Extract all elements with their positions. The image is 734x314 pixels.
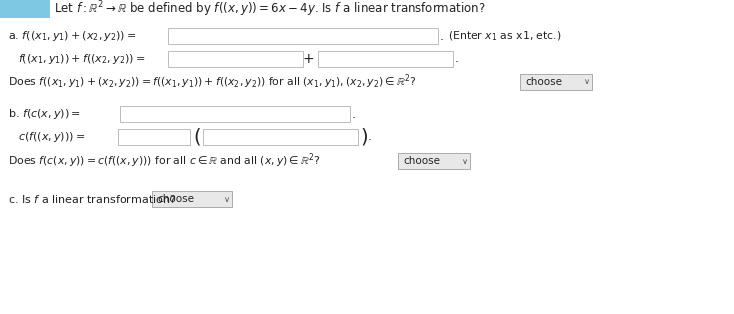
Text: .: .	[455, 52, 459, 66]
FancyBboxPatch shape	[168, 51, 303, 67]
Text: (: (	[193, 127, 200, 147]
Text: choose: choose	[157, 194, 194, 204]
FancyBboxPatch shape	[520, 74, 592, 90]
Text: choose: choose	[525, 77, 562, 87]
FancyBboxPatch shape	[120, 106, 350, 122]
Text: (Enter $x_1$ as x1, etc.): (Enter $x_1$ as x1, etc.)	[448, 29, 562, 43]
Text: Let $f : \mathbb{R}^2 \rightarrow \mathbb{R}$ be defined by $f((x, y)) = 6x - 4y: Let $f : \mathbb{R}^2 \rightarrow \mathb…	[54, 0, 485, 19]
Text: +: +	[302, 52, 314, 66]
Text: $f((x_1, y_1)) + f((x_2, y_2)) =$: $f((x_1, y_1)) + f((x_2, y_2)) =$	[18, 52, 145, 66]
Text: .: .	[440, 30, 444, 42]
Text: a. $f((x_1, y_1) + (x_2, y_2)) =$: a. $f((x_1, y_1) + (x_2, y_2)) =$	[8, 29, 137, 43]
Text: choose: choose	[403, 156, 440, 166]
FancyBboxPatch shape	[0, 0, 50, 18]
Text: ): )	[360, 127, 368, 147]
Text: Does $f(c(x, y)) = c(f((x, y)))$ for all $c \in \mathbb{R}$ and all $(x, y) \in : Does $f(c(x, y)) = c(f((x, y)))$ for all…	[8, 152, 321, 170]
Text: .: .	[368, 131, 372, 143]
FancyBboxPatch shape	[398, 153, 470, 169]
Text: .: .	[352, 107, 356, 121]
FancyBboxPatch shape	[118, 129, 190, 145]
Text: ∨: ∨	[584, 78, 590, 86]
FancyBboxPatch shape	[152, 191, 232, 207]
Text: $c(f((x, y))) =$: $c(f((x, y))) =$	[18, 130, 85, 144]
Text: b. $f(c(x, y)) =$: b. $f(c(x, y)) =$	[8, 107, 81, 121]
FancyBboxPatch shape	[203, 129, 358, 145]
Text: ∨: ∨	[224, 194, 230, 203]
Text: c. Is $f$ a linear transformation?: c. Is $f$ a linear transformation?	[8, 193, 177, 205]
FancyBboxPatch shape	[168, 28, 438, 44]
Text: Does $f((x_1, y_1) + (x_2, y_2)) = f((x_1, y_1)) + f((x_2, y_2))$ for all $(x_1,: Does $f((x_1, y_1) + (x_2, y_2)) = f((x_…	[8, 73, 417, 91]
Text: ∨: ∨	[462, 156, 468, 165]
FancyBboxPatch shape	[318, 51, 453, 67]
